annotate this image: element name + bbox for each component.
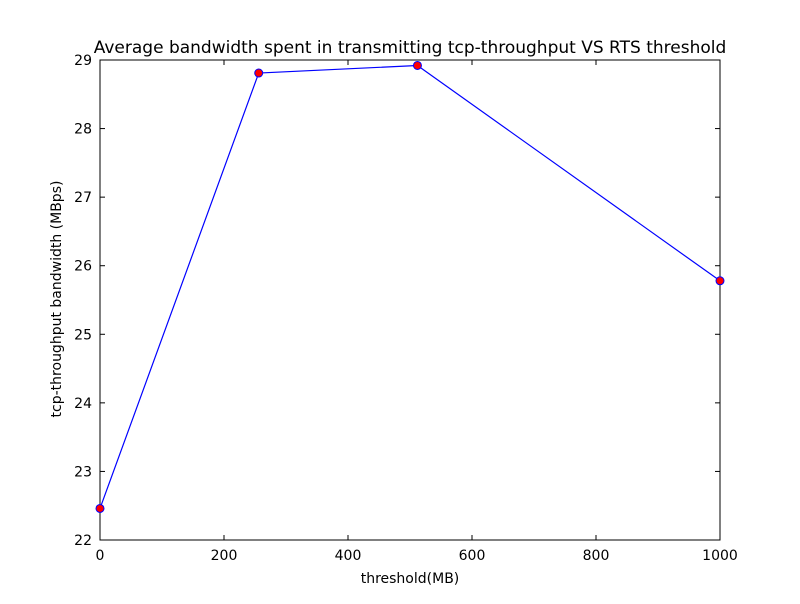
plot-area: 0 200 400 600 800 1000 22 23 24 25 26 27 28 29 bbox=[74, 53, 738, 564]
y-tick-label: 27 bbox=[74, 190, 92, 206]
data-point bbox=[412, 60, 422, 70]
y-tick-label: 26 bbox=[74, 259, 92, 275]
x-tick-label: 400 bbox=[335, 548, 362, 564]
y-tick-label: 24 bbox=[74, 396, 92, 412]
x-tick-label: 0 bbox=[96, 548, 105, 564]
chart-title: Average bandwidth spent in transmitting … bbox=[94, 38, 727, 58]
x-tick-label: 1000 bbox=[702, 548, 738, 564]
data-point bbox=[254, 68, 264, 78]
y-tick-label: 29 bbox=[74, 53, 92, 69]
x-tick-label: 800 bbox=[583, 548, 610, 564]
x-tick-label: 200 bbox=[211, 548, 238, 564]
x-tick-label: 600 bbox=[459, 548, 486, 564]
y-axis-label: tcp-throughput bandwidth (MBps) bbox=[49, 181, 65, 418]
data-point bbox=[715, 276, 725, 286]
plot-frame bbox=[99, 59, 721, 541]
x-axis-label: threshold(MB) bbox=[361, 571, 460, 587]
series-line bbox=[99, 64, 721, 509]
data-point bbox=[95, 503, 105, 513]
y-tick-label: 23 bbox=[74, 464, 92, 480]
y-tick-label: 25 bbox=[74, 327, 92, 343]
y-tick-label: 28 bbox=[74, 122, 92, 138]
y-tick-label: 22 bbox=[74, 533, 92, 549]
